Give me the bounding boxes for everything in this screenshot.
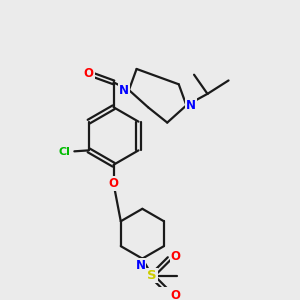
Text: O: O: [171, 250, 181, 263]
Text: Cl: Cl: [59, 147, 71, 157]
Text: S: S: [147, 269, 157, 282]
Text: N: N: [135, 259, 146, 272]
Text: O: O: [84, 67, 94, 80]
Text: N: N: [186, 99, 196, 112]
Text: N: N: [119, 83, 129, 97]
Text: O: O: [109, 177, 118, 190]
Text: O: O: [171, 289, 181, 300]
